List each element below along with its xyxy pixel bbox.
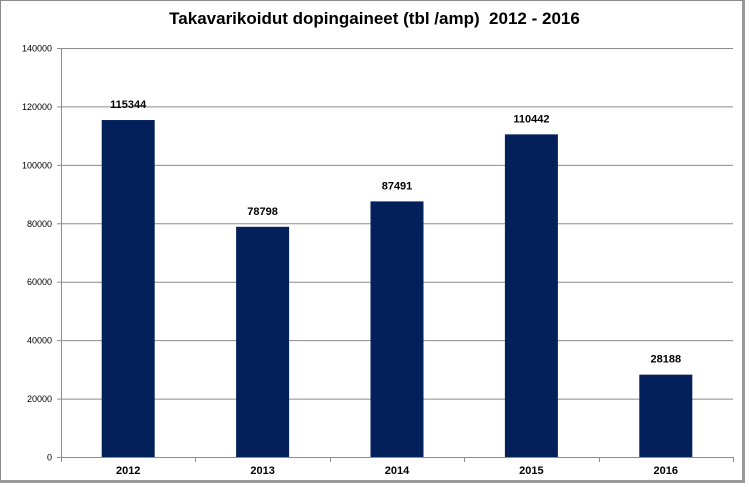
y-tick-label: 20000: [27, 394, 52, 404]
x-tick-label: 2013: [250, 465, 274, 477]
bars: [101, 120, 693, 457]
bar-2012: [101, 120, 155, 457]
bar-2016: [639, 374, 693, 457]
y-tick-label: 100000: [22, 160, 52, 170]
bar-2014: [370, 201, 424, 457]
data-labels: 115344 78798 87491 110442 28188: [110, 99, 681, 366]
data-label: 87491: [382, 180, 413, 192]
bar-2013: [236, 226, 290, 457]
y-tick-label: 60000: [27, 277, 52, 287]
data-label: 110442: [513, 113, 549, 125]
bar-2015: [504, 134, 558, 457]
x-tick-label: 2014: [385, 465, 410, 477]
chart-title: Takavarikoidut dopingaineet (tbl /amp) 2…: [169, 9, 580, 28]
x-tick-label: 2016: [654, 465, 678, 477]
x-tick-labels: 2012 2013 2014 2015 2016: [116, 465, 678, 477]
data-label: 78798: [247, 206, 278, 218]
x-tick-label: 2015: [519, 465, 543, 477]
y-tick-label: 0: [47, 453, 52, 463]
data-label: 28188: [651, 354, 682, 366]
y-tick-labels: 0 20000 40000 60000 80000 100000 120000 140000: [22, 44, 52, 463]
x-tick-label: 2012: [116, 465, 140, 477]
data-label: 115344: [110, 99, 147, 111]
axes: [57, 48, 734, 462]
y-tick-label: 120000: [22, 102, 52, 112]
y-tick-label: 80000: [27, 219, 52, 229]
y-tick-label: 40000: [27, 336, 52, 346]
y-tick-label: 140000: [22, 44, 52, 54]
